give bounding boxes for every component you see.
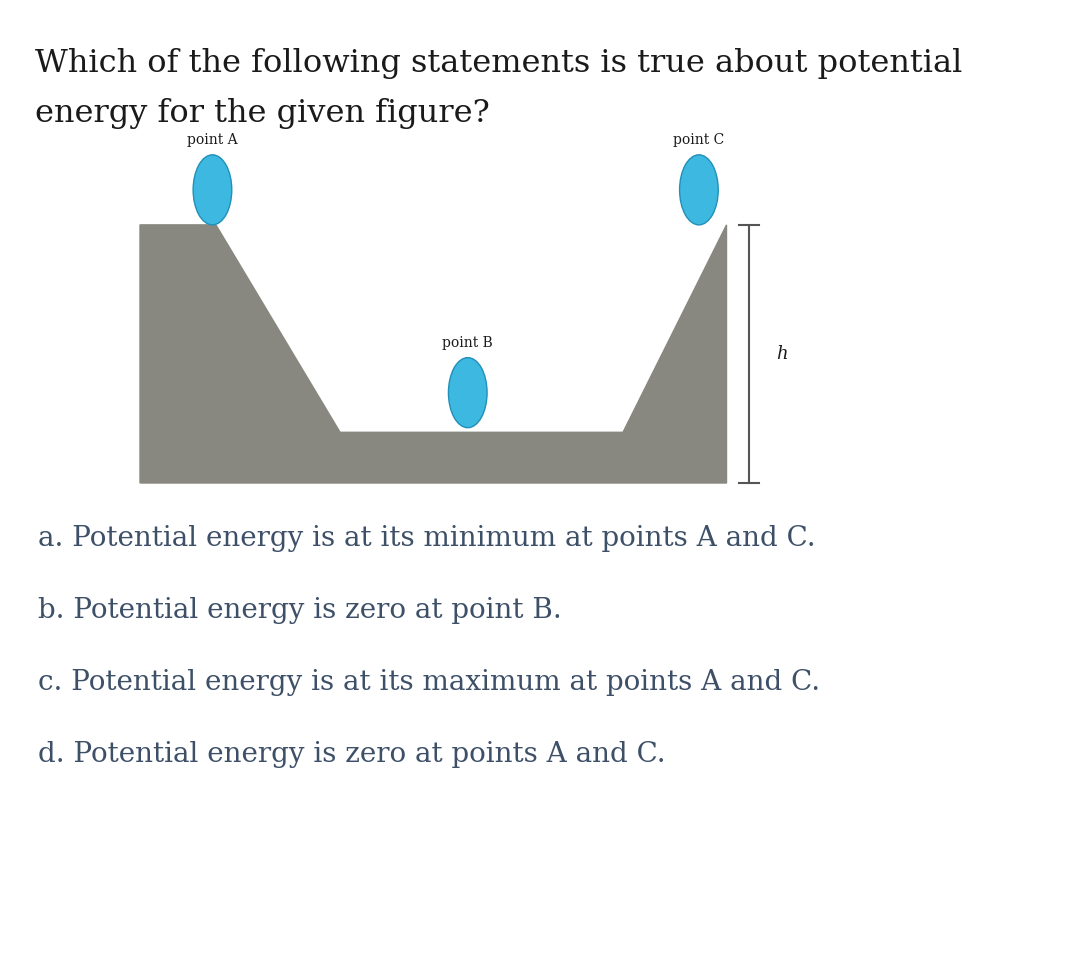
Ellipse shape [679,155,718,225]
Polygon shape [140,225,727,483]
Text: a. Potential energy is at its minimum at points A and C.: a. Potential energy is at its minimum at… [38,524,815,552]
Text: c. Potential energy is at its maximum at points A and C.: c. Potential energy is at its maximum at… [38,669,820,696]
Text: Which of the following statements is true about potential: Which of the following statements is tru… [35,48,962,79]
Text: d. Potential energy is zero at points A and C.: d. Potential energy is zero at points A … [38,741,665,767]
Text: energy for the given figure?: energy for the given figure? [35,98,489,129]
Text: point B: point B [443,335,494,350]
Text: point A: point A [187,133,238,147]
Text: b. Potential energy is zero at point B.: b. Potential energy is zero at point B. [38,597,562,624]
Ellipse shape [448,357,487,427]
Text: point C: point C [673,133,725,147]
Text: h: h [777,345,788,363]
Ellipse shape [193,155,232,225]
